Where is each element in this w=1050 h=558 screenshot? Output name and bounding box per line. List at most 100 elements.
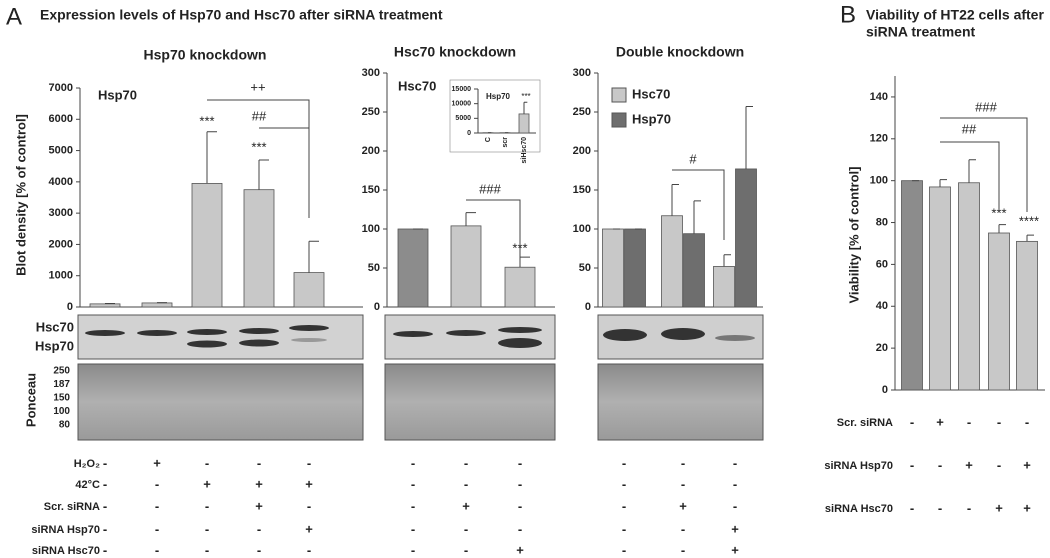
y-tick-label: 100 xyxy=(362,223,380,235)
panel-label: A xyxy=(6,3,22,30)
y-tick-label: 0 xyxy=(882,384,888,396)
treatment-label: 42°C xyxy=(75,479,100,491)
treatment-sign: - xyxy=(997,414,1001,429)
error-bar xyxy=(939,179,947,187)
annotation: ## xyxy=(252,108,267,123)
bar xyxy=(89,303,121,308)
annotation: # xyxy=(689,151,697,166)
y-tick-label: 80 xyxy=(876,216,888,228)
error-bar xyxy=(206,131,217,184)
error-bar xyxy=(745,106,753,169)
treatment-sign: + xyxy=(153,455,161,470)
blot-label: Hsp70 xyxy=(35,338,74,353)
treatment-sign: - xyxy=(464,476,468,491)
y-tick-label: 7000 xyxy=(49,82,73,94)
chart-title: Hsp70 xyxy=(486,92,511,101)
annotation: ### xyxy=(479,181,501,196)
y-tick-label: 100 xyxy=(573,223,591,235)
treatment-sign: - xyxy=(997,457,1001,472)
error-bar xyxy=(308,240,319,273)
treatment-sign: - xyxy=(307,455,311,470)
bar xyxy=(901,180,923,391)
treatment-sign: - xyxy=(681,455,685,470)
annotation: ## xyxy=(962,121,977,136)
y-tick-label: 120 xyxy=(870,133,888,145)
y-axis-label: Viability [% of control] xyxy=(846,167,861,304)
bar xyxy=(958,182,980,391)
y-tick-label: 200 xyxy=(573,145,591,157)
significance-bracket xyxy=(940,117,1028,212)
y-tick-label: 5000 xyxy=(49,144,73,156)
treatment-sign: + xyxy=(1023,500,1031,515)
annotation: *** xyxy=(991,205,1006,220)
treatment-sign: + xyxy=(731,521,739,536)
treatment-sign: - xyxy=(411,542,415,557)
annotation: *** xyxy=(251,139,266,154)
treatment-sign: - xyxy=(205,542,209,557)
treatment-sign: + xyxy=(516,542,524,557)
treatment-sign: - xyxy=(681,476,685,491)
treatment-sign: - xyxy=(967,414,971,429)
treatment-sign: - xyxy=(910,500,914,515)
y-tick-label: 0 xyxy=(374,301,380,313)
chart-title: siRNA treatment xyxy=(866,24,976,40)
blot-images xyxy=(77,314,764,441)
bar xyxy=(191,183,223,308)
treatment-sign: + xyxy=(731,542,739,557)
panel-label: B xyxy=(840,1,856,28)
y-tick-label: 50 xyxy=(368,262,380,274)
y-axis-label: Blot density [% of control] xyxy=(13,114,28,276)
y-tick-label: 4000 xyxy=(49,176,73,188)
x-tick-label: C xyxy=(485,137,492,142)
legend-swatch xyxy=(611,87,627,103)
annotation: *** xyxy=(521,92,530,101)
treatment-sign: - xyxy=(103,476,107,491)
treatment-sign: - xyxy=(205,455,209,470)
y-tick-label: 0 xyxy=(585,301,591,313)
treatment-sign: - xyxy=(622,521,626,536)
annotation: ++ xyxy=(250,79,265,94)
treatment-sign: - xyxy=(103,521,107,536)
chart-title: Hsp70 knockdown xyxy=(144,47,267,63)
bar xyxy=(713,266,735,308)
treatment-sign: - xyxy=(1025,414,1029,429)
error-bar xyxy=(998,224,1006,233)
series-label: Hsp70 xyxy=(98,87,137,102)
treatment-sign: - xyxy=(967,500,971,515)
significance-bracket xyxy=(466,199,521,258)
bar xyxy=(450,225,482,308)
bar xyxy=(683,233,705,308)
bar xyxy=(735,168,757,308)
bar xyxy=(1016,240,1038,391)
y-tick-label: 140 xyxy=(870,91,888,103)
y-tick-label: 250 xyxy=(573,106,591,118)
treatment-sign: + xyxy=(255,476,263,491)
legend-label: Hsp70 xyxy=(632,111,671,126)
treatment-sign: - xyxy=(518,521,522,536)
bar xyxy=(293,272,325,308)
y-tick-label: 60 xyxy=(876,258,888,270)
treatment-sign: - xyxy=(103,542,107,557)
annotation: *** xyxy=(199,113,214,128)
treatment-sign: - xyxy=(681,521,685,536)
y-tick-label: 250 xyxy=(362,106,380,118)
treatment-sign: + xyxy=(203,476,211,491)
treatment-sign: - xyxy=(938,500,942,515)
treatment-sign: - xyxy=(205,521,209,536)
y-tick-label: 5000 xyxy=(455,115,471,122)
y-tick-label: 200 xyxy=(362,145,380,157)
treatment-sign: - xyxy=(411,521,415,536)
marker-label: 80 xyxy=(59,420,71,431)
error-bar xyxy=(968,159,976,183)
treatment-sign: - xyxy=(464,542,468,557)
bar xyxy=(397,228,429,308)
error-bar xyxy=(693,200,701,234)
significance-bracket xyxy=(672,169,725,240)
legend-label: Hsc70 xyxy=(632,86,670,101)
treatment-sign: - xyxy=(155,476,159,491)
treatment-sign: - xyxy=(411,455,415,470)
treatment-label: H₂O₂ xyxy=(74,458,100,470)
chart-title: Viability of HT22 cells after xyxy=(866,7,1044,23)
y-tick-label: 1000 xyxy=(49,270,73,282)
treatment-sign: - xyxy=(411,476,415,491)
